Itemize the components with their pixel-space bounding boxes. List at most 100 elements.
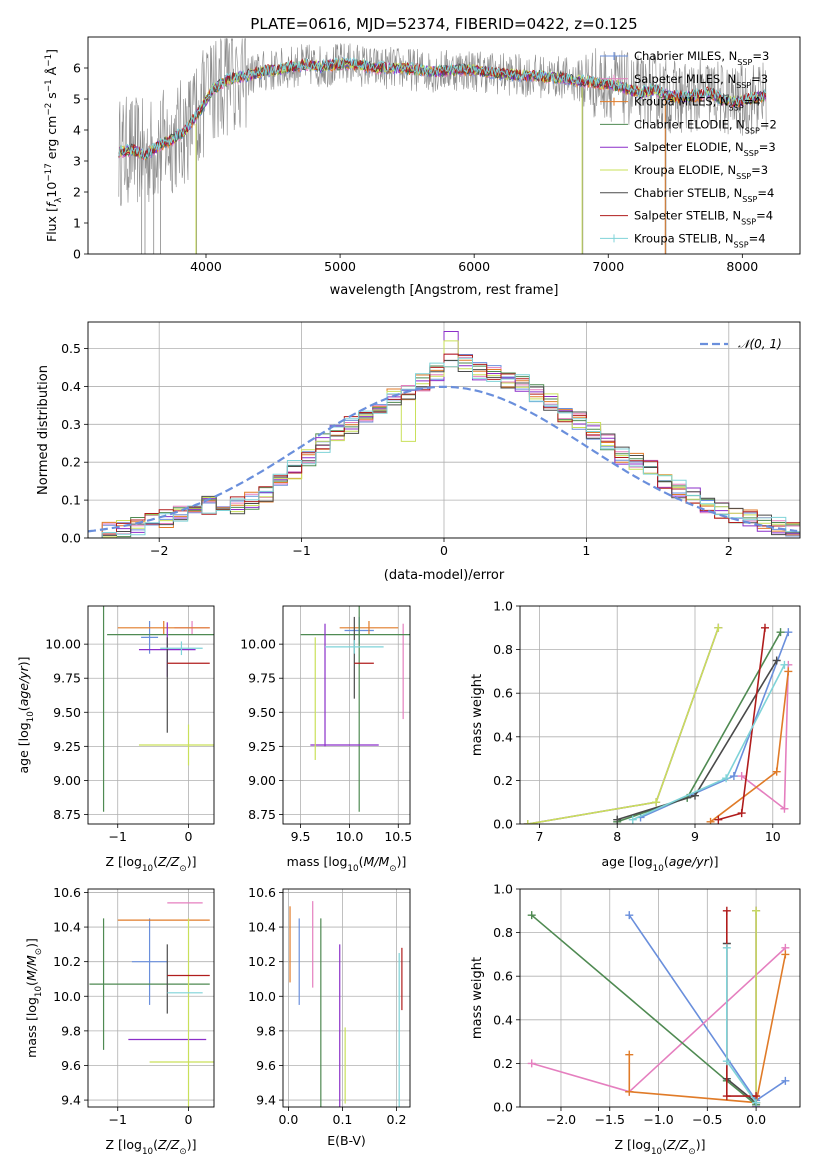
mass-weight-marker: [722, 906, 731, 915]
age-ylabel: age [log10(age/yr)]: [16, 656, 36, 773]
age-vs-mass-xtick-label: 10.5: [384, 829, 412, 844]
age-vs-mass-xtick-label: 10.0: [336, 829, 364, 844]
mass-vs-Z-ytick-label: 10.2: [53, 954, 81, 969]
mass-weight-marker: [776, 628, 785, 637]
massweight-vs-age-plot-area: [520, 606, 800, 824]
mass-weight-marker: [729, 772, 738, 781]
mass-weight-marker: [714, 623, 723, 632]
mass-vs-Z-frame: [87, 888, 215, 1108]
mass-vs-EBV-panel: 0.0 0.1 0.2 9.4 9.6 9.8 10.0 10.2 10.4 10.6 E(B-V): [248, 885, 411, 1148]
massweight-vs-Z-ytick-label: 0.2: [493, 1056, 513, 1071]
mass-vs-EBV-ytick-label: 10.2: [248, 954, 276, 969]
mass-vs-EBV-xtick-label: 0.0: [278, 1112, 298, 1127]
massweight-vs-Z-ytick-label: 0.8: [493, 925, 513, 940]
spectrum-ytick-label: 6: [73, 61, 81, 76]
residuals-xlabel: (data-model)/error: [384, 568, 505, 583]
mass-weight-marker: [714, 815, 723, 824]
residual-histogram: [88, 353, 800, 538]
age-vs-mass-ytick-label: 8.75: [248, 807, 276, 822]
massweight-vs-Z-xtick-label: −1.0: [643, 1112, 673, 1127]
figure-title: PLATE=0616, MJD=52374, FIBERID=0422, z=0…: [250, 15, 637, 33]
residuals-xtick-label: 2: [725, 543, 733, 558]
massweight-vs-Z-xtick-label: −1.5: [595, 1112, 625, 1127]
legend-label: Kroupa MILES, NSSP=4: [634, 95, 761, 113]
legend-label: 𝒩(0, 1): [738, 337, 782, 351]
mass-weight-marker: [722, 1057, 731, 1066]
age-vs-Z-ytick-label: 8.75: [53, 807, 81, 822]
age-vs-Z-ytick-label: 9.25: [53, 739, 81, 754]
residuals-xtick-label: −2: [150, 543, 168, 558]
mass-vs-EBV-ytick-label: 9.4: [256, 1093, 276, 1108]
age-vs-Z-ytick-label: 9.50: [53, 705, 81, 720]
legend-label: Chabrier MILES, NSSP=3: [634, 49, 769, 67]
residuals-xtick-label: −1: [292, 543, 310, 558]
massweight-vs-Z-xtick-label: −2.0: [546, 1112, 576, 1127]
residuals-ytick-label: 0.0: [61, 531, 81, 546]
age-vs-Z-ytick-label: 9.00: [53, 773, 81, 788]
z-xlabel: Z [log10(Z/Z⊙)]: [106, 1137, 197, 1157]
mass-vs-EBV-frame: [282, 888, 411, 1108]
massweight-vs-age-panel: 7 8 9 10 0.0 0.2 0.4 0.6 0.8 1.0 age [log10(age/yr…: [470, 599, 801, 874]
massweight-vs-age-ytick-label: 0.2: [493, 773, 513, 788]
mass-weight-marker: [625, 1050, 634, 1059]
mass-weight-marker: [527, 1059, 536, 1068]
mass-vs-EBV-xtick-label: 0.1: [333, 1112, 353, 1127]
massweight-vs-Z-panel: −2.0 −1.5 −1.0 −0.5 0.0 0.0 0.2 0.4 0.6 0.8 1.0 Z […: [470, 882, 801, 1157]
mass-weight-marker: [722, 943, 731, 952]
mass-weight-marker: [691, 791, 699, 800]
massweight-vs-age-xtick-label: 7: [535, 829, 543, 844]
mass-vs-EBV-xtick-label: 0.2: [387, 1112, 407, 1127]
age-vs-mass-frame: [282, 605, 411, 825]
spectrum-ytick-label: 2: [73, 185, 81, 200]
mass-xlabel: mass [log10(M/M⊙)]: [287, 854, 407, 874]
residuals-ytick-label: 0.5: [61, 341, 81, 356]
spectrum-ytick-label: 4: [73, 123, 81, 138]
mass-vs-Z-ytick-label: 9.8: [61, 1023, 81, 1038]
mass-weight-marker: [625, 911, 634, 920]
spectrum-ytick-label: 0: [73, 247, 81, 262]
spectrum-xtick-label: 7000: [592, 259, 624, 274]
age-vs-mass-ytick-label: 10.00: [240, 637, 276, 652]
legend-label: Chabrier ELODIE, NSSP=2: [634, 117, 777, 135]
spectrum-xlabel: wavelength [Angstrom, rest frame]: [330, 283, 559, 298]
massweight-vs-age-ytick-label: 0.8: [493, 642, 513, 657]
normal-distribution-curve: [88, 385, 798, 533]
legend-label: Chabrier STELIB, NSSP=4: [634, 186, 774, 204]
mass-weight-marker: [784, 628, 793, 637]
massweight-vs-Z-frame: [519, 888, 801, 1108]
mass-vs-EBV-ytick-label: 10.4: [248, 920, 276, 935]
spectrum-frame: [87, 36, 801, 255]
massweight-vs-Z-xtick-label: −0.5: [692, 1112, 722, 1127]
mass-vs-Z-plot-area: [88, 889, 214, 1107]
spectrum-ytick-label: 3: [73, 154, 81, 169]
mass-weight-marker: [752, 1098, 761, 1107]
mass-weight-marker: [523, 820, 532, 824]
massweight-vs-age-ylabel: mass weight: [470, 674, 485, 756]
massweight-vs-Z-ytick-label: 1.0: [493, 882, 513, 897]
mass-weight-line: [628, 954, 787, 1104]
mass-weight-marker: [706, 817, 715, 824]
mass-weight-marker: [722, 774, 731, 783]
spectrum-xtick-label: 6000: [458, 259, 490, 274]
age-vs-Z-ytick-label: 10.00: [45, 637, 81, 652]
massweight-vs-age-ytick-label: 0.0: [493, 817, 513, 832]
massweight-vs-age-ytick-label: 1.0: [493, 599, 513, 614]
mass-weight-marker: [737, 772, 746, 781]
residuals-panel: −2 −1 0 1 2 0.0 0.1 0.2 0.3 0.4 0.5 (data-model)/er…: [36, 321, 801, 583]
residuals-xtick-label: 1: [582, 543, 590, 558]
z-xlabel: Z [log10(Z/Z⊙)]: [106, 854, 197, 874]
age-vs-Z-xtick-label: −1: [109, 829, 127, 844]
legend-label: Kroupa STELIB, NSSP=4: [634, 231, 766, 249]
age-vs-mass-xtick-label: 9.5: [291, 829, 311, 844]
age-vs-mass-ytick-label: 9.75: [248, 671, 276, 686]
mass-vs-EBV-ytick-label: 10.0: [248, 989, 276, 1004]
massweight-vs-Z-ytick-label: 0.6: [493, 969, 513, 984]
mass-weight-marker: [613, 815, 622, 824]
spectrum-ytick-label: 5: [73, 92, 81, 107]
legend-label: Kroupa ELODIE, NSSP=3: [634, 163, 768, 181]
legend-label: Salpeter MILES, NSSP=3: [634, 72, 768, 90]
mass-vs-Z-ytick-label: 10.6: [53, 885, 81, 900]
massweight-vs-age-ytick-label: 0.6: [493, 686, 513, 701]
residuals-ytick-label: 0.1: [61, 493, 81, 508]
